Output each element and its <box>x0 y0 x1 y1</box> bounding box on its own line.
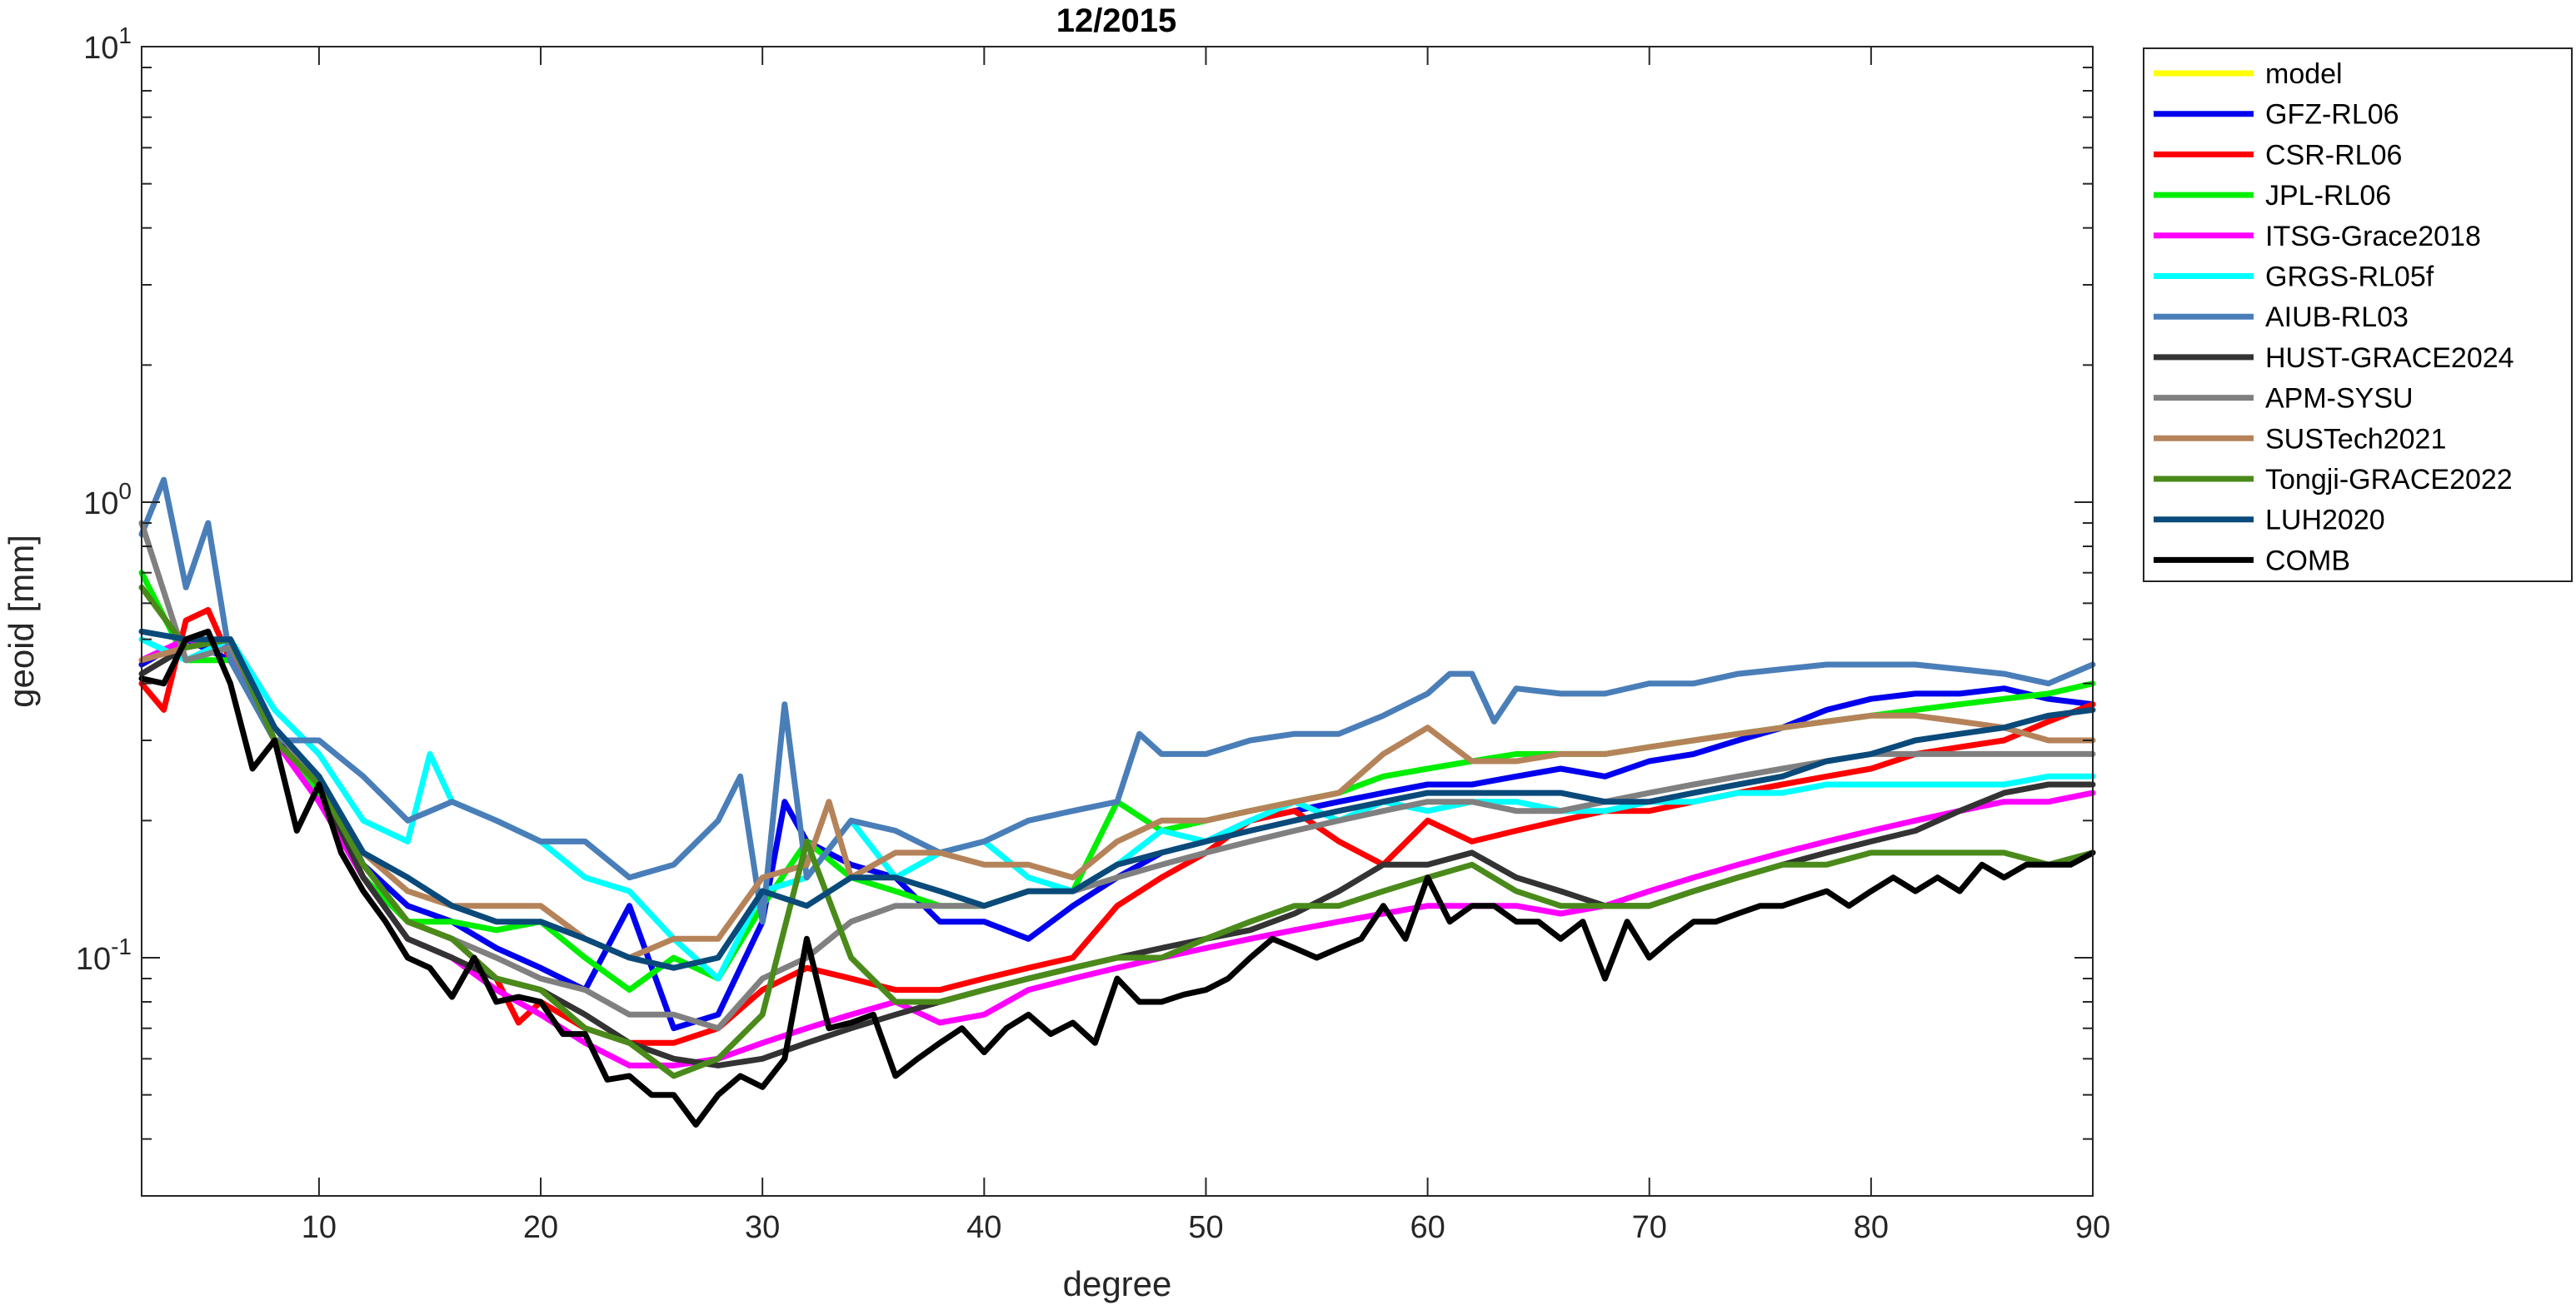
legend-items: model GFZ-RL06 CSR-RL06 JPL-RL06 ITSG-Grace2… <box>2154 58 2514 576</box>
legend-label-itsg-grace2018: ITSG-Grace2018 <box>2265 221 2481 252</box>
x-tick-label: 10 <box>302 1210 337 1245</box>
plot-area: 10 20 30 40 50 60 70 80 90 10-1 100 101 <box>76 22 2110 1245</box>
legend-label-sustech2021: SUSTech2021 <box>2265 423 2446 455</box>
legend-label-model: model <box>2265 58 2343 90</box>
tick-layer: 10 20 30 40 50 60 70 80 90 10-1 100 101 <box>76 22 2110 1245</box>
x-tick-label: 80 <box>1854 1210 1889 1245</box>
series-line-luh2020 <box>138 628 2096 971</box>
y-tick-label: 100 <box>83 478 132 521</box>
x-tick-label: 40 <box>966 1210 1001 1245</box>
series-line-tongji-grace2022 <box>138 584 2096 1079</box>
x-tick-label: 70 <box>1632 1210 1667 1245</box>
y-tick-label: 10-1 <box>76 934 132 977</box>
series-line-comb <box>138 628 2096 1128</box>
legend-label-gfz-rl06: GFZ-RL06 <box>2265 99 2399 131</box>
series-line-sustech2021 <box>138 636 2096 961</box>
plot-frame <box>141 46 2094 1197</box>
y-tick-label: 101 <box>83 22 132 66</box>
series-line-apm-sysu <box>138 520 2096 1032</box>
x-tick-label: 50 <box>1188 1210 1223 1245</box>
x-tick-label: 20 <box>523 1210 558 1245</box>
series-layer <box>138 476 2096 1128</box>
x-tick-label: 90 <box>2075 1210 2110 1245</box>
legend-label-jpl-rl06: JPL-RL06 <box>2265 180 2391 212</box>
legend: model GFZ-RL06 CSR-RL06 JPL-RL06 ITSG-Grace2… <box>2143 47 2573 582</box>
legend-label-aiub-rl03: AIUB-RL03 <box>2265 301 2409 333</box>
legend-label-hust-grace2024: HUST-GRACE2024 <box>2265 342 2514 374</box>
x-tick-label: 30 <box>745 1210 780 1245</box>
legend-label-grgs-rl05f: GRGS-RL05f <box>2265 261 2434 293</box>
chart-title: 12/2015 <box>1056 2 1177 39</box>
legend-label-apm-sysu: APM-SYSU <box>2265 383 2414 415</box>
series-line-gfz-rl06 <box>138 636 2096 1032</box>
y-axis-label: geoid [mm] <box>2 535 41 708</box>
legend-label-tongji-grace2022: Tongji-GRACE2022 <box>2265 464 2513 496</box>
legend-label-csr-rl06: CSR-RL06 <box>2265 139 2402 171</box>
x-tick-label: 60 <box>1410 1210 1445 1245</box>
x-axis-label: degree <box>1063 1264 1172 1303</box>
legend-label-luh2020: LUH2020 <box>2265 505 2385 536</box>
series-line-aiub-rl03 <box>138 476 2096 925</box>
legend-label-comb: COMB <box>2265 545 2350 576</box>
